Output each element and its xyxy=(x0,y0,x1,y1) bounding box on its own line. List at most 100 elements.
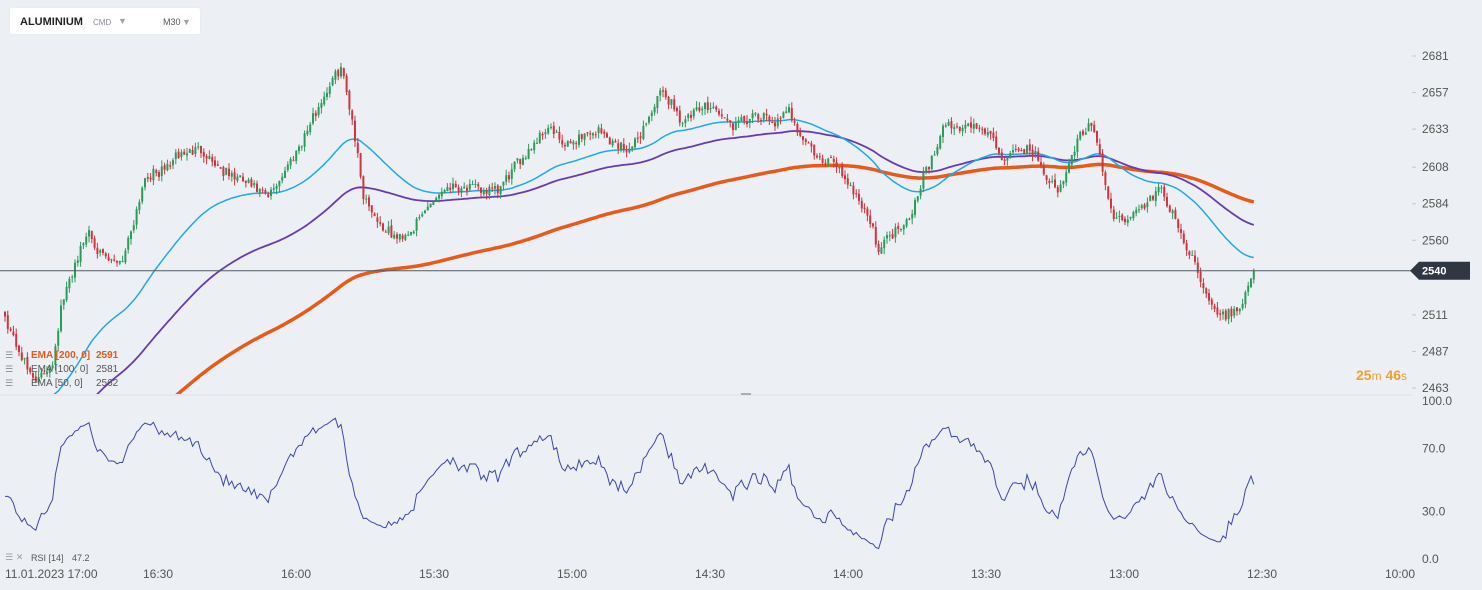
candle-body xyxy=(930,156,933,169)
x-tick-label: 12:30 xyxy=(1247,567,1277,581)
candle-body xyxy=(583,133,586,140)
candle-body xyxy=(650,112,653,117)
candle-body xyxy=(404,234,407,240)
candle-body xyxy=(130,231,132,240)
candle-body xyxy=(1051,180,1054,182)
time-axis[interactable]: 11.01.2023 17:00 16:30 16:00 15:30 15:00 14:3… xyxy=(5,567,1415,581)
candle-body xyxy=(592,133,594,136)
candle-body xyxy=(782,112,785,118)
candle-body xyxy=(54,346,57,365)
candle-body xyxy=(104,253,107,257)
candle-body xyxy=(1003,159,1006,161)
candle-body xyxy=(953,127,956,130)
candle-body xyxy=(79,245,82,262)
candle-body xyxy=(1062,181,1065,185)
candle-body xyxy=(816,155,818,158)
candle-body xyxy=(1065,172,1068,183)
x-tick-label: 13:00 xyxy=(1109,567,1139,581)
candle-body xyxy=(1023,149,1026,155)
countdown-seconds: 46 xyxy=(1385,367,1402,383)
symbol-toolbar[interactable]: ALUMINIUM CMD ▼ M30 ▼ xyxy=(10,8,200,34)
rsi-axis: 100.0 70.0 30.0 0.0 xyxy=(1422,394,1452,566)
chevron-down-icon[interactable]: ▼ xyxy=(118,16,127,26)
candle-body xyxy=(4,311,6,317)
candle-body xyxy=(51,365,54,369)
candle-body xyxy=(1009,153,1012,158)
legend-settings-icon[interactable]: ☰ xyxy=(5,379,13,389)
candle-body xyxy=(180,152,183,157)
candle-body xyxy=(894,227,897,238)
candle-body xyxy=(407,234,410,236)
candle-body xyxy=(1238,308,1241,312)
candle-body xyxy=(550,127,552,128)
candle-body xyxy=(1160,187,1163,189)
legend-label: EMA [50, 0] xyxy=(31,378,83,389)
candle-body xyxy=(496,185,499,194)
candle-countdown: 25m 46s xyxy=(1356,367,1407,383)
candle-body xyxy=(1031,149,1034,156)
candle-body xyxy=(1014,148,1017,150)
x-tick-label: 10:00 xyxy=(1385,567,1415,581)
candle-body xyxy=(566,140,569,147)
candle-body xyxy=(863,208,866,210)
candle-body xyxy=(1174,210,1177,219)
candle-body xyxy=(947,122,950,126)
candle-body xyxy=(314,112,317,117)
candle-body xyxy=(1233,308,1236,316)
candle-body xyxy=(488,186,491,196)
candle-body xyxy=(1110,198,1112,209)
candle-body xyxy=(1034,150,1037,155)
candle-body xyxy=(1213,305,1216,309)
candle-body xyxy=(1210,299,1213,305)
candle-body xyxy=(1154,191,1157,201)
candle-body xyxy=(390,225,393,238)
candle-body xyxy=(603,131,606,134)
candle-body xyxy=(779,117,782,119)
candle-body xyxy=(1224,310,1227,320)
candle-body xyxy=(715,106,718,110)
candle-body xyxy=(113,259,116,261)
candle-body xyxy=(242,176,244,182)
price-axis[interactable]: 2681 2657 2633 2608 2584 2560 2511 2487 2463 xyxy=(1412,49,1449,395)
rsi-tick-label: 70.0 xyxy=(1422,441,1446,455)
candle-body xyxy=(936,146,939,155)
y-tick-label: 2463 xyxy=(1422,381,1449,395)
settings-icon[interactable]: ☰ ✕ xyxy=(5,553,23,563)
candle-body xyxy=(1101,153,1104,172)
candle-body xyxy=(916,196,919,201)
candle-body xyxy=(362,176,365,200)
candle-body xyxy=(236,176,239,181)
rsi-legend-label: RSI [14] xyxy=(31,553,64,563)
legend-settings-icon[interactable]: ☰ xyxy=(5,365,13,375)
candle-body xyxy=(1098,144,1101,155)
candle-body xyxy=(527,148,530,159)
candle-body xyxy=(463,186,466,189)
candle-body xyxy=(216,164,219,166)
candle-body xyxy=(695,107,698,110)
candle-body xyxy=(331,78,334,86)
candle-body xyxy=(1079,131,1082,140)
candle-body xyxy=(712,106,715,108)
y-tick-label: 2633 xyxy=(1422,122,1449,136)
candle-body xyxy=(424,210,426,214)
candle-body xyxy=(12,331,15,336)
legend-settings-icon[interactable]: ☰ xyxy=(5,351,13,361)
timeframe-selector[interactable]: M30 xyxy=(163,17,181,27)
candle-body xyxy=(197,146,200,148)
candle-body xyxy=(832,158,835,162)
symbol-name[interactable]: ALUMINIUM xyxy=(20,16,83,28)
pane-resize-handle[interactable] xyxy=(741,393,751,395)
candle-body xyxy=(373,213,376,217)
candle-body xyxy=(1093,124,1096,133)
candle-body xyxy=(1059,184,1062,192)
candle-body xyxy=(1132,212,1135,219)
y-tick-label: 2560 xyxy=(1422,233,1449,247)
candle-body xyxy=(124,250,127,263)
candle-body xyxy=(48,368,51,373)
candle-body xyxy=(82,243,85,246)
candle-body xyxy=(410,232,412,235)
candle-body xyxy=(690,115,692,118)
chevron-down-icon[interactable]: ▼ xyxy=(182,17,191,27)
candle-body xyxy=(1194,255,1196,262)
